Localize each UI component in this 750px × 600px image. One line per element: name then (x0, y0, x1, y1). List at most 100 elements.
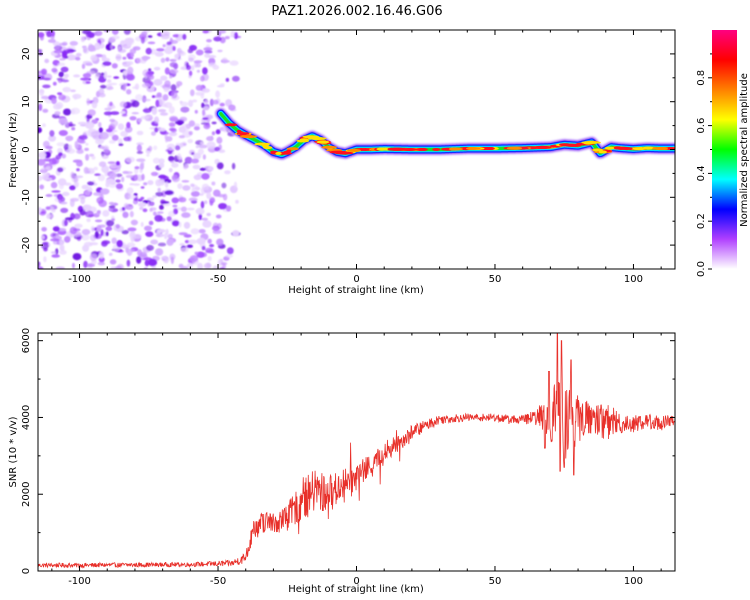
noise-blob (151, 107, 158, 115)
noise-blob (196, 69, 200, 73)
noise-blob (111, 134, 119, 141)
noise-blob (119, 101, 127, 108)
noise-blob (180, 106, 190, 113)
noise-blob (206, 192, 212, 200)
noise-blob (217, 49, 223, 53)
noise-blob (81, 63, 86, 69)
noise-blob (108, 201, 115, 205)
noise-blob (218, 149, 226, 153)
ridge-hotspot (254, 142, 271, 146)
noise-blob (228, 104, 236, 111)
noise-blob (183, 234, 192, 238)
noise-blob (58, 130, 68, 136)
noise-blob (164, 47, 174, 55)
noise-blob (87, 44, 95, 52)
noise-blob (139, 163, 144, 170)
snr-x-tick-label: 0 (353, 576, 359, 587)
noise-blob (102, 210, 110, 217)
noise-blob (81, 184, 89, 190)
noise-blob (195, 84, 204, 91)
noise-blob (188, 70, 193, 77)
noise-blob (38, 207, 42, 214)
noise-blob (207, 166, 214, 171)
noise-blob (79, 134, 88, 141)
noise-blob (149, 208, 153, 212)
noise-blob (87, 32, 95, 38)
snr-axes: -100 -50 0 50 100 0 2000 4000 6000 (21, 328, 675, 587)
noise-blob (159, 204, 164, 210)
noise-blob (168, 122, 176, 127)
noise-blob (168, 106, 175, 114)
noise-blob (136, 256, 142, 264)
noise-blob (125, 204, 134, 210)
noise-blob (148, 201, 155, 206)
noise-blob (177, 122, 183, 126)
noise-blob (83, 166, 89, 174)
noise-blob (60, 79, 70, 83)
noise-blob (220, 262, 228, 266)
noise-blob (61, 153, 67, 159)
snr-y-label: SNR (10 * v/v) (8, 416, 19, 487)
colorbar-tick-label: 0.4 (696, 165, 707, 181)
noise-blob (142, 208, 148, 213)
noise-blob (206, 141, 216, 149)
noise-blob (153, 66, 161, 71)
ridge-hotspot (533, 145, 551, 149)
x-tick-label: -100 (68, 274, 91, 285)
noise-blob (150, 171, 159, 177)
noise-blob (171, 220, 180, 227)
noise-blob (108, 205, 116, 209)
ridge-hotspot (299, 138, 309, 142)
noise-blob (59, 250, 67, 255)
noise-blob (87, 109, 96, 117)
noise-blob (51, 254, 60, 258)
noise-blob (48, 177, 53, 181)
noise-blob (215, 90, 221, 98)
noise-blob (209, 196, 215, 202)
noise-blob (192, 99, 198, 103)
noise-blob (170, 128, 177, 133)
snr-x-label: Height of straight line (km) (288, 584, 424, 595)
noise-blob (41, 227, 47, 232)
noise-blob (63, 73, 69, 78)
noise-blob (184, 156, 193, 164)
noise-blob (91, 155, 96, 160)
noise-blob (187, 139, 193, 144)
noise-blob (122, 211, 129, 218)
y-tick-label: 20 (21, 48, 32, 61)
noise-blob (108, 82, 118, 86)
noise-blob (171, 91, 178, 99)
noise-blob (216, 162, 224, 170)
noise-blob (222, 193, 228, 201)
noise-blob (52, 81, 57, 86)
ridge-hotspot (307, 137, 327, 140)
noise-blob (129, 210, 134, 218)
noise-blob (168, 168, 173, 173)
noise-blob (134, 167, 139, 174)
noise-blob (212, 225, 220, 232)
ridge-hotspot (659, 147, 670, 150)
noise-blob (190, 191, 200, 197)
noise-blob (191, 158, 199, 164)
ridge-hotspot (630, 147, 648, 151)
noise-blob (69, 41, 79, 46)
noise-blob (123, 136, 131, 142)
ridge-hotspot (263, 146, 273, 150)
chart-title: PAZ1.2026.002.16.46.G06 (271, 4, 442, 19)
ridge-hotspot (432, 148, 441, 151)
noise-blob (186, 207, 195, 211)
noise-blob (163, 260, 167, 264)
noise-blob (84, 147, 89, 151)
noise-blob (91, 101, 98, 109)
noise-blob (196, 237, 206, 245)
noise-blob (98, 251, 105, 259)
noise-blob (110, 111, 120, 115)
noise-blob (57, 178, 67, 186)
noise-blob (162, 94, 169, 101)
ridge-hotspot (286, 149, 292, 153)
colorbar: 0.0 0.2 0.4 0.6 0.8 Normalized spectral ampl… (696, 30, 750, 277)
noise-blob (209, 244, 215, 248)
noise-blob (147, 180, 154, 186)
colorbar-tick-label: 0.2 (696, 213, 707, 229)
x-tick-label: 0 (353, 274, 359, 285)
